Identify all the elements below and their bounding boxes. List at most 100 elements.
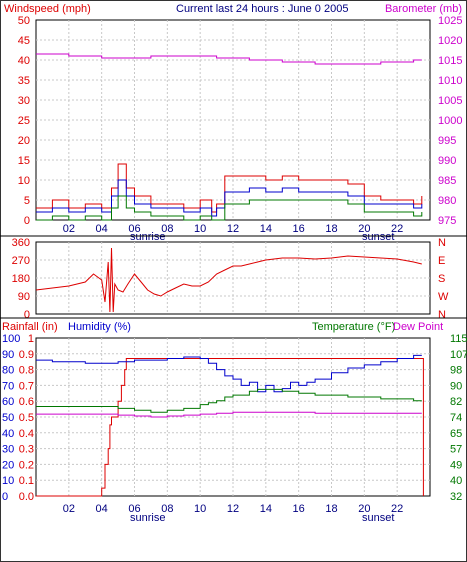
- temperature-tick-label: 74: [450, 412, 462, 424]
- x-tick-label: 16: [293, 503, 305, 515]
- x-tick-label: 14: [260, 503, 272, 515]
- humidity-axis-label: Humidity (%): [68, 321, 131, 333]
- x-tick-label: 12: [227, 223, 239, 235]
- series-dew-point: [36, 411, 422, 418]
- direction-tick-label: 0: [24, 309, 30, 321]
- baro-tick-label: 1000: [438, 115, 462, 127]
- wind-tick-label: 20: [18, 135, 30, 147]
- compass-tick-label: S: [438, 273, 445, 285]
- wind-tick-label: 35: [18, 75, 30, 87]
- x-tick-label: 18: [325, 223, 337, 235]
- series-wind-direction: [35, 247, 422, 313]
- windspeed-axis-label: Windspeed (mph): [4, 3, 91, 15]
- sunset-label-1: sunset: [362, 231, 394, 243]
- baro-tick-label: 985: [438, 175, 456, 187]
- humidity-tick-label: 40: [2, 428, 14, 440]
- temperature-tick-label: 107: [450, 349, 467, 361]
- humidity-tick-label: 0: [2, 491, 8, 503]
- series-rainfall: [36, 358, 424, 497]
- baro-tick-label: 1005: [438, 95, 462, 107]
- panel3-temperature-ticks: 32 40 49 57 65 74 82 90 98 107 115: [450, 333, 467, 503]
- temperature-tick-label: 65: [450, 428, 462, 440]
- temperature-tick-label: 40: [450, 475, 462, 487]
- direction-tick-label: 270: [12, 255, 30, 267]
- wind-tick-label: 0: [24, 215, 30, 227]
- rain-tick-label: 1: [28, 333, 34, 345]
- wind-tick-label: 25: [18, 115, 30, 127]
- x-tick-label: 08: [161, 503, 173, 515]
- temperature-tick-label: 115: [450, 333, 467, 345]
- panel1-series: [36, 53, 423, 221]
- rain-tick-label: 0.6: [19, 396, 34, 408]
- rain-tick-label: 0.8: [19, 365, 34, 377]
- rain-tick-label: 0.9: [19, 349, 34, 361]
- rain-tick-label: 0.4: [19, 428, 34, 440]
- barometer-axis-label: Barometer (mb): [385, 3, 462, 15]
- panel3-rain-ticks: 0.0 0.1 0.2 0.3 0.4 0.5 0.6 0.7 0.8 0.9 1: [19, 333, 34, 503]
- humidity-tick-label: 100: [2, 333, 20, 345]
- rain-tick-label: 0.1: [19, 475, 34, 487]
- x-tick-label: 22: [391, 223, 403, 235]
- wind-tick-label: 10: [18, 175, 30, 187]
- wind-tick-label: 5: [24, 195, 30, 207]
- wind-tick-label: 40: [18, 55, 30, 67]
- baro-tick-label: 1020: [438, 35, 462, 47]
- direction-tick-label: 360: [12, 237, 30, 249]
- wind-tick-label: 30: [18, 95, 30, 107]
- humidity-tick-label: 10: [2, 475, 14, 487]
- humidity-tick-label: 30: [2, 444, 14, 456]
- panel3-grid: [36, 338, 430, 496]
- panel2-grid: [36, 242, 430, 314]
- panel2-series: [35, 247, 422, 313]
- rain-tick-label: 0.7: [19, 380, 34, 392]
- sunrise-label-3: sunrise: [130, 512, 165, 524]
- humidity-tick-label: 20: [2, 459, 14, 471]
- x-tick-label: 10: [194, 223, 206, 235]
- x-tick-label: 06: [128, 503, 140, 515]
- temperature-tick-label: 82: [450, 396, 462, 408]
- compass-tick-label: W: [438, 291, 449, 303]
- panel3-series: [36, 354, 424, 497]
- sunrise-label-1: sunrise: [130, 231, 165, 243]
- x-tick-label: 02: [63, 223, 75, 235]
- series-barometer: [36, 53, 422, 65]
- baro-tick-label: 995: [438, 135, 456, 147]
- panel3-humidity-ticks: 0 10 20 30 40 50 60 70 80 90 100: [2, 333, 20, 503]
- compass-tick-label: E: [438, 255, 445, 267]
- x-tick-label: 02: [63, 503, 75, 515]
- x-tick-label: 16: [293, 223, 305, 235]
- baro-tick-label: 1025: [438, 15, 462, 27]
- rainfall-axis-label: Rainfall (in): [2, 321, 58, 333]
- panel1-left-ticks: 0 5 10 15 20 25 30 35 40 45 50: [18, 15, 30, 227]
- x-tick-label: 20: [358, 503, 370, 515]
- series-lowest: [36, 195, 423, 221]
- x-tick-label: 20: [358, 223, 370, 235]
- sunset-label-3: sunset: [362, 512, 394, 524]
- humidity-tick-label: 50: [2, 412, 14, 424]
- x-tick-label: 04: [96, 503, 108, 515]
- panel1-grid: [36, 20, 430, 220]
- humidity-tick-label: 90: [2, 349, 14, 361]
- baro-tick-label: 980: [438, 195, 456, 207]
- temperature-tick-label: 32: [450, 491, 462, 503]
- panel1-right-ticks: 975 980 985 990 995 1000 1005 1010 1015 1020 1025: [438, 15, 462, 227]
- chart-title: Current last 24 hours : June 0 2005: [176, 3, 348, 15]
- rain-tick-label: 0.5: [19, 412, 34, 424]
- wind-tick-label: 45: [18, 35, 30, 47]
- temperature-tick-label: 98: [450, 365, 462, 377]
- x-tick-label: 14: [260, 223, 272, 235]
- baro-tick-label: 990: [438, 155, 456, 167]
- dewpoint-axis-label: Dew Point: [393, 321, 443, 333]
- baro-tick-label: 1015: [438, 55, 462, 67]
- direction-tick-label: 90: [18, 291, 30, 303]
- x-tick-label: 08: [161, 223, 173, 235]
- temperature-tick-label: 90: [450, 380, 462, 392]
- x-tick-label: 04: [96, 223, 108, 235]
- temperature-tick-label: 49: [450, 459, 462, 471]
- rain-tick-label: 0.2: [19, 459, 34, 471]
- rain-tick-label: 0.3: [19, 444, 34, 456]
- baro-tick-label: 975: [438, 215, 456, 227]
